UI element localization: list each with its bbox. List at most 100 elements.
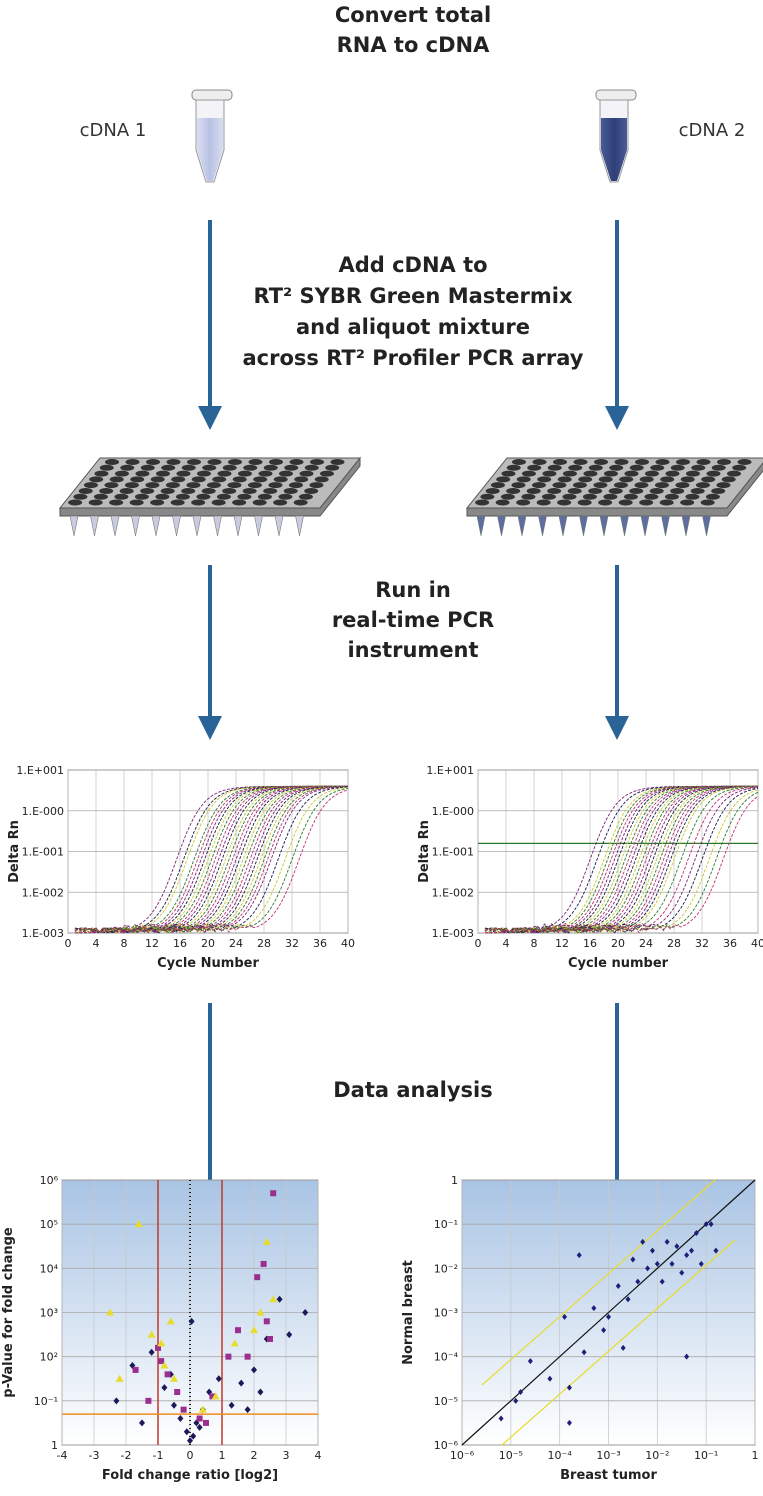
well xyxy=(573,459,588,465)
x-tick-label: 10⁻² xyxy=(645,1449,669,1462)
tube xyxy=(595,89,637,183)
x-axis-title: Cycle Number xyxy=(157,956,259,971)
well xyxy=(553,459,567,465)
well xyxy=(624,470,639,477)
y-tick-label: 1.E-002 xyxy=(432,886,474,899)
x-tick-label: 36 xyxy=(313,937,327,950)
x-tick-label: 0 xyxy=(475,937,482,950)
point xyxy=(113,1397,120,1405)
x-tick-label: 0 xyxy=(65,937,72,950)
y-tick-label: 1.E+001 xyxy=(426,764,474,777)
well xyxy=(125,459,140,465)
well xyxy=(278,470,293,477)
y-tick-label: 10⁴ xyxy=(40,1262,59,1275)
x-tick-label: 1 xyxy=(752,1449,759,1462)
well xyxy=(660,476,675,483)
x-axis-title: Fold change ratio [log2] xyxy=(102,1468,278,1483)
well xyxy=(150,499,165,506)
well xyxy=(562,470,577,477)
well xyxy=(732,464,747,471)
point xyxy=(615,1283,621,1289)
well xyxy=(639,476,654,483)
point xyxy=(164,1371,171,1378)
well xyxy=(655,459,670,465)
well xyxy=(187,459,201,465)
point xyxy=(649,1247,655,1254)
point xyxy=(256,1308,265,1316)
point xyxy=(669,1260,675,1267)
well xyxy=(289,459,304,465)
point xyxy=(257,1388,264,1396)
x-tick-label: 24 xyxy=(639,937,653,950)
point xyxy=(566,1419,572,1426)
x-tick-label: 8 xyxy=(531,937,538,950)
well xyxy=(495,499,510,506)
point xyxy=(235,1327,241,1334)
well xyxy=(670,487,685,494)
well xyxy=(150,476,165,483)
point xyxy=(238,1379,245,1387)
point xyxy=(230,1339,239,1347)
well xyxy=(614,459,629,465)
amplification-curve xyxy=(484,787,759,934)
well xyxy=(130,476,145,483)
well-tip xyxy=(274,515,284,537)
well xyxy=(181,464,196,471)
y-tick-label: 10³ xyxy=(40,1307,58,1320)
bound-line xyxy=(481,1179,716,1386)
well xyxy=(314,476,329,483)
point xyxy=(145,1397,152,1404)
point xyxy=(260,1260,267,1267)
well xyxy=(475,499,490,506)
well xyxy=(650,464,665,471)
point xyxy=(196,1423,203,1431)
point xyxy=(180,1406,187,1413)
well-tip xyxy=(599,515,609,537)
well xyxy=(695,482,710,489)
well xyxy=(676,459,690,465)
point xyxy=(155,1344,161,1351)
well xyxy=(536,499,551,506)
well-tip xyxy=(661,515,670,537)
bound-line xyxy=(501,1239,736,1446)
x-tick-label: 40 xyxy=(751,937,763,950)
y-tick-label: 10⁻⁴ xyxy=(434,1351,459,1364)
y-tick-label: 1.E-001 xyxy=(432,846,474,859)
y-axis-title: Delta Rn xyxy=(7,820,22,883)
point xyxy=(244,1406,251,1414)
well xyxy=(88,499,103,506)
well xyxy=(135,470,150,477)
arrows xyxy=(198,220,629,1225)
point xyxy=(139,1419,145,1427)
y-tick-label: 1.E-002 xyxy=(22,886,64,899)
well-tip xyxy=(69,515,79,537)
well xyxy=(299,470,314,477)
well xyxy=(619,476,634,483)
well xyxy=(721,476,736,483)
well xyxy=(654,482,669,489)
well xyxy=(568,464,583,471)
point xyxy=(203,1419,209,1426)
x-tick-label: 32 xyxy=(695,937,709,950)
well xyxy=(99,487,114,494)
point xyxy=(244,1353,251,1360)
well xyxy=(711,464,726,471)
well xyxy=(217,470,232,477)
well xyxy=(644,493,659,500)
well xyxy=(582,493,597,500)
point xyxy=(659,1278,665,1285)
well xyxy=(531,482,546,489)
well xyxy=(706,470,721,477)
well-tip xyxy=(213,515,222,537)
y-tick-label: 10² xyxy=(40,1351,58,1364)
well xyxy=(105,459,119,465)
point xyxy=(620,1344,626,1351)
point xyxy=(562,1313,568,1320)
well xyxy=(490,482,505,489)
well xyxy=(691,464,706,471)
well xyxy=(258,470,273,477)
amplification-curve xyxy=(74,789,349,934)
well xyxy=(705,493,720,500)
y-axis-title: Delta Rn xyxy=(417,820,432,883)
well xyxy=(140,464,155,471)
